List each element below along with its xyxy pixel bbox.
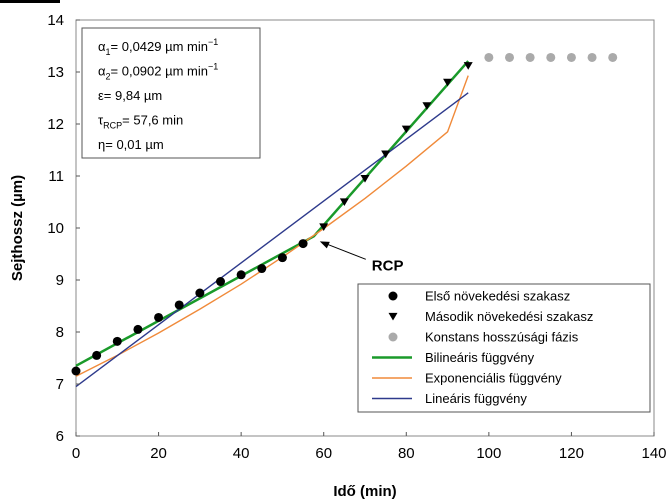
data-point [298, 239, 308, 249]
legend-marker [388, 332, 398, 342]
data-point [236, 270, 246, 280]
data-point [277, 253, 287, 263]
series-line [75, 92, 469, 388]
y-axis-title: Sejthossz (µm) [9, 175, 26, 281]
parameter-rest: = 0,01 µm [105, 137, 163, 152]
parameter-rest: = 0,0429 µm min [111, 39, 208, 54]
parameter-box-frame [81, 27, 261, 159]
legend-label: Lineáris függvény [425, 391, 527, 406]
y-tick-label: 6 [56, 428, 64, 445]
y-tick-label: 7 [56, 376, 64, 393]
parameter-line: τRCP= 57,6 min [98, 113, 183, 131]
data-point [92, 350, 102, 360]
y-tick-label: 11 [48, 168, 64, 185]
parameter-symbol: ε [98, 88, 104, 103]
y-tick-label: 12 [47, 116, 64, 133]
legend-label: Konstans hosszúsági fázis [425, 330, 579, 345]
data-point [112, 336, 122, 346]
parameter-symbol: α [98, 64, 106, 79]
legend-frame [357, 283, 651, 413]
data-point [505, 52, 514, 62]
x-tick-label: 20 [150, 445, 167, 462]
legend-label: Bilineáris függvény [425, 350, 535, 365]
parameter-line: α1= 0,0429 µm min−1 [98, 37, 218, 57]
data-points [71, 52, 618, 376]
legend-marker [388, 312, 398, 321]
data-point [546, 52, 556, 62]
parameter-symbol: α [98, 39, 106, 54]
x-tick-label: 80 [398, 445, 415, 462]
y-tick-label: 14 [47, 12, 64, 29]
parameter-rest: = 57,6 min [122, 113, 183, 128]
data-point [339, 198, 349, 207]
parameter-line: ε= 9,84 µm [98, 88, 162, 103]
x-tick-label: 40 [233, 445, 250, 462]
x-tick-label: 100 [476, 445, 501, 462]
x-tick-label: 0 [72, 445, 80, 462]
legend: Első növekedési szakasz Második növekedés… [357, 283, 651, 413]
parameter-rest: = 0,0902 µm min [111, 64, 208, 79]
data-point [71, 366, 81, 376]
x-tick-label: 140 [641, 445, 666, 462]
data-point [443, 78, 453, 87]
data-point [133, 324, 143, 334]
data-point [257, 264, 267, 274]
annotation-arrow-head [319, 241, 330, 249]
data-point [608, 52, 618, 62]
data-point [381, 150, 391, 159]
data-point [422, 102, 432, 110]
data-point [319, 223, 329, 232]
x-tick-label: 120 [559, 445, 584, 462]
annotation-label: RCP [372, 257, 404, 274]
parameter-rest: = 9,84 µm [104, 88, 162, 103]
data-point [195, 288, 205, 298]
data-point [174, 300, 184, 310]
corner-mark [0, 0, 60, 3]
parameter-symbol: η [98, 137, 105, 152]
data-point [463, 62, 473, 70]
y-tick-label: 8 [56, 324, 64, 341]
data-point [360, 175, 370, 183]
annotation-arrow-line [325, 243, 366, 260]
data-point [401, 125, 411, 134]
legend-label: Első növekedési szakasz [425, 289, 570, 304]
data-point [566, 52, 576, 62]
series-line [75, 60, 470, 367]
rcp-annotation: RCP [319, 241, 404, 274]
y-tick-label: 13 [47, 64, 64, 81]
parameter-box: α1= 0,0429 µm min−1α2= 0,0902 µm min−1ε=… [81, 27, 261, 159]
parameter-symbol: τ [98, 113, 104, 128]
data-point [525, 52, 535, 62]
data-point [216, 277, 225, 287]
parameter-sub: 1 [106, 47, 111, 57]
legend-marker [388, 291, 398, 301]
parameter-sub: 2 [106, 72, 111, 82]
parameter-sup: −1 [208, 37, 218, 47]
parameter-sup: −1 [208, 62, 218, 72]
parameter-line: η= 0,01 µm [98, 137, 164, 152]
data-point [587, 52, 597, 62]
x-tick-label: 60 [315, 445, 332, 462]
y-tick-label: 10 [47, 220, 64, 237]
parameter-line: α2= 0,0902 µm min−1 [98, 62, 218, 82]
legend-label: Exponenciális függvény [425, 371, 562, 386]
data-point [154, 312, 164, 322]
legend-label: Második növekedési szakasz [425, 309, 593, 324]
data-point [484, 52, 494, 62]
parameter-sub: RCP [103, 121, 122, 131]
y-tick-label: 9 [56, 272, 64, 289]
x-axis-title: Idő (min) [333, 483, 396, 500]
